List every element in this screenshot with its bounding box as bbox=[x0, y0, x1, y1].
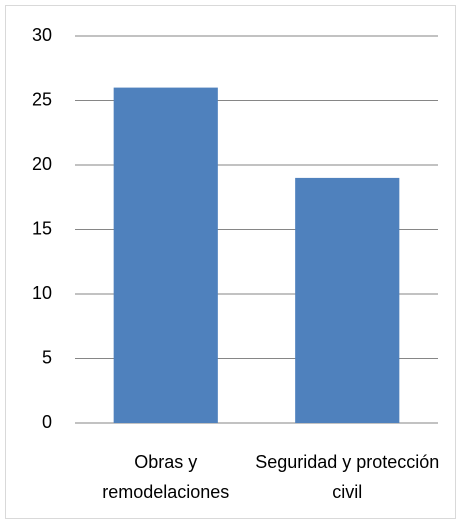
y-tick-label: 5 bbox=[42, 347, 52, 367]
x-tick-label: Seguridad y protección civil bbox=[255, 452, 440, 502]
bar bbox=[113, 87, 218, 423]
y-tick-label: 0 bbox=[42, 412, 52, 432]
y-tick-label: 10 bbox=[32, 283, 52, 303]
x-tick-label: Obras y remodelaciones bbox=[102, 452, 230, 502]
y-tick-label: 25 bbox=[32, 89, 52, 109]
y-tick-label: 20 bbox=[32, 154, 52, 174]
bar bbox=[295, 177, 400, 423]
y-tick-label: 30 bbox=[32, 25, 52, 45]
y-tick-label: 15 bbox=[32, 218, 52, 238]
